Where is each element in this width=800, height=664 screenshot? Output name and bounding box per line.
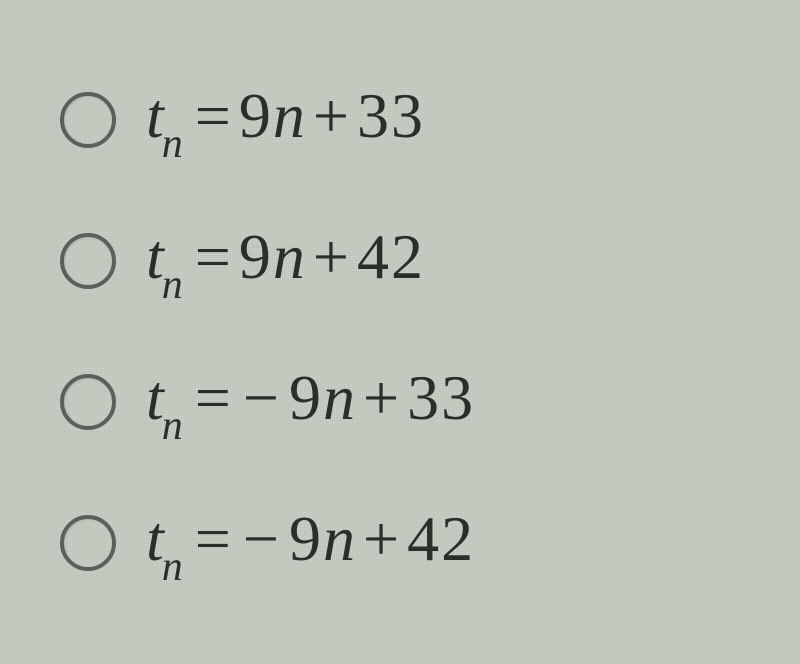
- equation-text: tn=−9n+33: [146, 361, 475, 444]
- option-2[interactable]: tn=9n+42: [60, 220, 740, 303]
- option-4[interactable]: tn=−9n+42: [60, 502, 740, 585]
- radio-icon[interactable]: [60, 233, 116, 289]
- equation-text: tn=9n+33: [146, 79, 425, 162]
- radio-icon[interactable]: [60, 92, 116, 148]
- equation-text: tn=9n+42: [146, 220, 425, 303]
- radio-icon[interactable]: [60, 515, 116, 571]
- radio-icon[interactable]: [60, 374, 116, 430]
- option-3[interactable]: tn=−9n+33: [60, 361, 740, 444]
- option-1[interactable]: tn=9n+33: [60, 79, 740, 162]
- equation-text: tn=−9n+42: [146, 502, 475, 585]
